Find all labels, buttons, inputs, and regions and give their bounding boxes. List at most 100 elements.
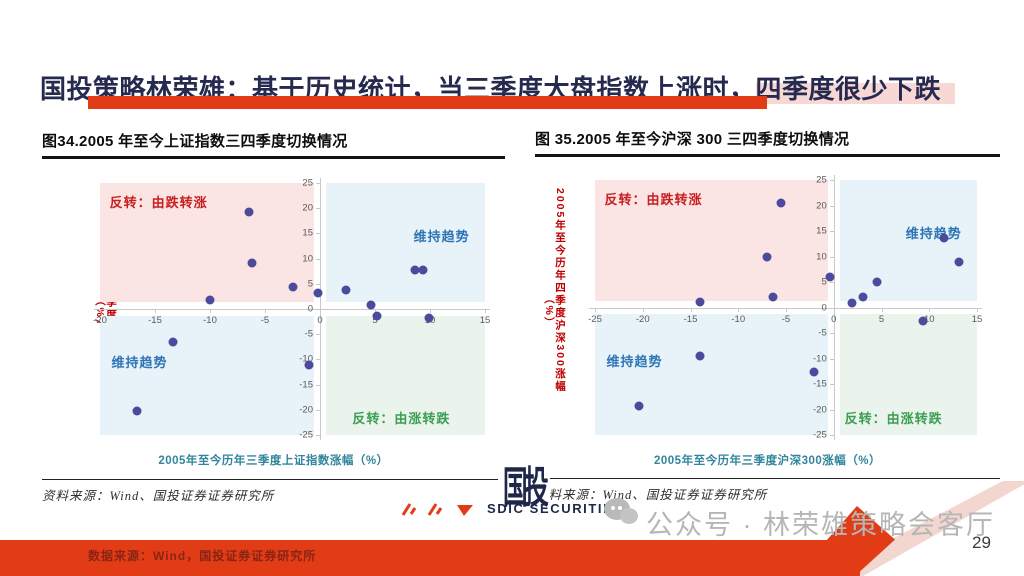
y-axis-tick-mark [829, 282, 834, 283]
y-axis-tick-mark [316, 334, 320, 336]
data-point [313, 288, 323, 298]
y-axis-tick-mark [316, 435, 320, 436]
x-axis-tick-mark [375, 309, 376, 313]
data-point [918, 316, 928, 326]
quadrant-label-maintain-up: 维持趋势 [905, 226, 962, 242]
x-axis-tick-label: -20 [635, 313, 650, 325]
quadrant-label-maintain-down: 维持趋势 [111, 354, 168, 370]
y-axis-tick-label: 15 [816, 225, 827, 237]
x-axis-tick-mark [786, 307, 787, 312]
data-point [939, 233, 949, 243]
y-axis-tick-label: 15 [302, 227, 313, 239]
brand-ticks-icon [401, 503, 473, 516]
sdic-logo-cn: 国投 [502, 464, 549, 513]
x-axis-tick-mark [210, 309, 211, 313]
figure-34-title-rule [42, 156, 505, 159]
data-point [247, 258, 257, 268]
y-axis-tick-mark [316, 409, 320, 411]
x-axis-tick-mark [430, 309, 431, 313]
data-point [288, 282, 297, 292]
x-axis-tick-label: -5 [781, 313, 791, 325]
y-axis-tick-label: -5 [304, 328, 313, 340]
figure-35-title-rule [535, 154, 1000, 157]
figure-34-source: 资料来源：Wind、国投证券证券研究所 [42, 489, 275, 503]
y-axis-tick-mark [316, 359, 320, 361]
y-axis-tick-label: 10 [302, 253, 313, 265]
y-axis-tick-label: 5 [307, 278, 313, 290]
x-axis-tick-label: -10 [731, 313, 746, 325]
x-axis-tick-label: 10 [923, 313, 935, 325]
quadrant-label-reversal-down: 反转：由涨转跌 [844, 411, 943, 427]
x-axis-line [589, 307, 982, 309]
data-point [132, 406, 142, 416]
y-axis-tick-label: -5 [818, 327, 827, 339]
y-axis-tick-mark [316, 258, 320, 260]
data-point [695, 351, 705, 361]
data-point [872, 277, 882, 287]
y-axis-tick-mark [316, 283, 320, 285]
y-axis-tick-label: -25 [299, 429, 313, 441]
x-axis-line [94, 309, 490, 310]
x-axis-tick-label: 5 [878, 313, 885, 325]
y-axis-tick-label: 25 [302, 177, 313, 189]
data-point [695, 297, 705, 307]
figure-35-y-axis-label: 2005年至今历年四季度沪深300涨幅 （%） [543, 188, 566, 443]
y-axis-tick-mark [829, 180, 834, 181]
data-point [768, 292, 778, 302]
data-point [372, 311, 382, 321]
quadrant-top-right [839, 180, 977, 301]
y-axis-tick-mark [829, 307, 834, 309]
data-point [825, 272, 835, 282]
data-point [205, 295, 215, 305]
y-axis-tick-mark [829, 384, 834, 385]
data-point [424, 313, 434, 323]
x-axis-tick-label: 0 [317, 315, 323, 326]
figure-35-source-rule [535, 478, 1000, 480]
figure-35-title: 图 35.2005 年至今沪深 300 三四季度切换情况 [535, 131, 850, 148]
y-axis-tick-mark [829, 256, 834, 258]
data-point [418, 265, 428, 275]
quadrant-top-right [326, 183, 485, 303]
quadrant-bottom-left [100, 315, 314, 435]
y-axis-tick-mark [829, 409, 834, 411]
sdic-logo-wordmark: SDIC SECURITIES [487, 501, 624, 516]
x-axis-tick-mark [690, 307, 692, 312]
data-point [809, 367, 819, 377]
x-axis-tick-label: -25 [588, 313, 602, 325]
y-axis-tick-label: -20 [813, 404, 827, 415]
x-axis-tick-mark [881, 307, 883, 312]
y-axis-tick-label: -10 [813, 353, 827, 364]
data-point [858, 292, 868, 302]
x-axis-tick-label: -5 [260, 315, 270, 326]
data-point [410, 265, 420, 275]
y-axis-tick-label: 20 [816, 200, 827, 211]
sdic-logo-icon: 国投 [498, 458, 550, 512]
quadrant-bottom-right [839, 314, 977, 435]
wechat-icon [604, 498, 638, 528]
quadrant-top-left [100, 183, 314, 303]
y-axis-tick-mark [829, 358, 834, 360]
data-point [954, 257, 964, 267]
figure-35-x-axis-label: 2005年至今历年三季度沪深300涨幅（%） [654, 455, 881, 467]
y-axis-tick-label: 0 [821, 302, 827, 313]
y-axis-tick-mark [829, 435, 834, 436]
quadrant-bottom-right [326, 315, 485, 435]
page-number: 29 [972, 533, 991, 552]
y-axis-tick-mark [829, 231, 834, 232]
y-axis-tick-mark [316, 208, 320, 210]
slide-title-highlighted: 四季度很少下跌 [755, 74, 956, 105]
x-axis-tick-mark [320, 309, 321, 313]
quadrant-label-reversal-down: 反转：由涨转跌 [352, 411, 451, 427]
y-axis-tick-label: 20 [302, 202, 313, 214]
y-axis-unit: （%） [543, 293, 555, 330]
x-axis-tick-label: -20 [93, 315, 107, 326]
x-axis-tick-mark [929, 307, 931, 312]
x-axis-tick-mark [977, 307, 978, 312]
data-point [168, 337, 178, 347]
figure-34-scatter-plot: 反转：由跌转涨 维持趋势 维持趋势 反转：由涨转跌 -20 -15 -10 -5 0 5 1… [93, 178, 490, 441]
bottom-red-ribbon [0, 540, 860, 576]
y-axis-tick-label: 5 [821, 276, 827, 288]
y-axis-tick-label: -10 [299, 353, 313, 365]
x-axis-tick-label: 0 [831, 313, 837, 325]
data-point [762, 252, 772, 261]
